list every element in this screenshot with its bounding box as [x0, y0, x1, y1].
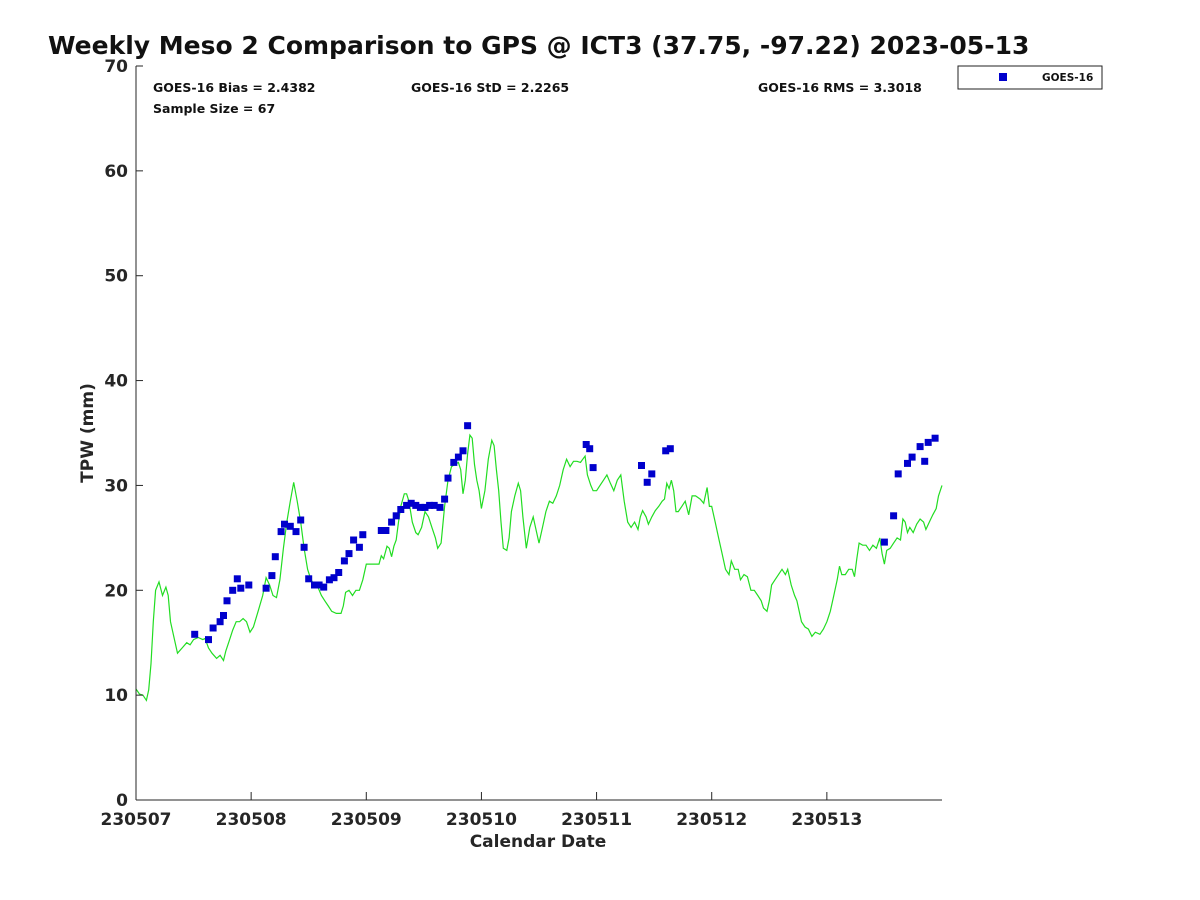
goes16-data-point: [191, 630, 199, 638]
y-tick-label: 60: [104, 162, 128, 182]
goes16-data-point: [436, 503, 444, 511]
goes16-data-point: [397, 506, 405, 513]
x-tick-label: 230508: [216, 810, 287, 830]
goes16-data-point: [205, 636, 212, 644]
goes16-data-point: [441, 495, 449, 503]
goes16-data-point: [924, 438, 932, 446]
goes16-data-point: [894, 470, 902, 478]
goes16-data-point: [277, 528, 285, 536]
goes16-data-point: [233, 575, 241, 583]
goes16-data-point: [638, 462, 645, 469]
goes16-data-point: [589, 464, 597, 472]
goes16-data-point: [245, 581, 253, 589]
goes16-data-point: [890, 512, 898, 520]
x-tick-label: 230511: [561, 810, 632, 830]
goes16-data-point: [648, 470, 656, 478]
y-tick-label: 70: [104, 57, 128, 77]
goes16-data-point: [359, 531, 367, 539]
legend-label: GOES-16: [1042, 72, 1093, 84]
legend: GOES-16: [957, 65, 1103, 90]
goes16-data-point: [320, 583, 328, 591]
goes16-data-point: [412, 501, 420, 509]
goes16-data-point: [315, 581, 323, 589]
goes16-data-point: [908, 453, 916, 461]
y-tick-label: 30: [104, 476, 128, 496]
goes16-data-point: [403, 501, 411, 509]
goes16-data-point: [340, 557, 348, 565]
y-tick-label: 0: [116, 791, 128, 811]
goes16-data-point: [382, 527, 390, 534]
sample-size-stat: Sample Size = 67: [153, 101, 275, 116]
goes16-data-point: [904, 459, 911, 467]
bias-stat: GOES-16 Bias = 2.4382: [153, 80, 315, 95]
goes16-data-point: [271, 553, 279, 561]
std-stat: GOES-16 StD = 2.2265: [411, 80, 569, 95]
goes16-data-point: [281, 520, 288, 528]
gps-tpw-line: [135, 433, 943, 702]
goes16-data-point: [464, 422, 472, 430]
goes16-data-point: [416, 503, 424, 511]
axes: 0 10 20 30 40 50 60 70 230507 230508 230509 230510 2…: [101, 57, 942, 830]
goes16-data-point: [407, 499, 415, 507]
goes16-data-point: [345, 550, 353, 558]
x-tick-label: 230512: [676, 810, 747, 830]
x-tick-label: 230510: [446, 810, 517, 830]
x-tick-label: 230507: [101, 810, 172, 830]
goes16-data-point: [268, 572, 276, 580]
y-tick-label: 40: [104, 372, 128, 392]
goes16-data-point: [444, 474, 452, 482]
goes16-data-point: [643, 478, 651, 486]
goes16-data-point: [300, 543, 308, 551]
legend-marker-icon: [999, 73, 1007, 81]
goes16-data-point: [662, 447, 670, 455]
goes16-data-point: [297, 516, 305, 524]
x-tick-label: 230513: [791, 810, 862, 830]
x-axis-label: Calendar Date: [470, 832, 607, 852]
goes16-data-point: [430, 501, 438, 509]
legend-box: [957, 65, 1103, 90]
rms-stat: GOES-16 RMS = 3.3018: [758, 80, 922, 95]
goes16-data-point: [388, 518, 396, 526]
goes16-data-point: [335, 569, 343, 576]
goes16-data-point: [426, 501, 434, 509]
goes16-data-point: [931, 434, 939, 442]
goes16-data-point: [229, 586, 237, 594]
goes16-data-point: [586, 445, 594, 453]
y-tick-label: 20: [104, 581, 128, 601]
goes16-data-point: [292, 528, 300, 536]
y-tick-label: 10: [104, 686, 128, 706]
goes16-data-point: [305, 575, 313, 583]
y-tick-label: 50: [104, 267, 128, 287]
goes16-data-point: [582, 441, 590, 448]
gps-line: [135, 433, 943, 702]
goes16-data-point: [880, 538, 888, 546]
goes16-data-point: [325, 576, 333, 584]
goes16-data-point: [237, 584, 245, 592]
y-axis-label: TPW (mm): [78, 383, 98, 483]
goes16-data-point: [392, 512, 400, 520]
goes16-data-point: [916, 443, 924, 451]
chart-title: Weekly Meso 2 Comparison to GPS @ ICT3 (…: [48, 31, 1029, 60]
goes16-data-point: [666, 445, 674, 453]
goes16-data-point: [459, 447, 467, 455]
goes16-data-point: [421, 503, 429, 511]
goes16-data-point: [262, 584, 270, 592]
goes16-data-point: [311, 581, 318, 589]
goes-markers: [191, 422, 939, 644]
goes16-data-point: [216, 618, 224, 626]
goes16-data-point: [355, 543, 363, 551]
goes16-data-point: [286, 522, 294, 530]
goes16-data-point: [223, 597, 231, 605]
goes16-data-point: [330, 574, 338, 582]
x-tick-label: 230509: [331, 810, 402, 830]
goes16-data-point: [921, 457, 929, 465]
goes16-data-point: [350, 536, 358, 544]
goes16-data-point: [220, 612, 227, 619]
goes16-data-point: [377, 527, 385, 534]
goes16-data-point: [450, 458, 458, 466]
goes16-data-point: [454, 453, 462, 461]
goes16-data-point: [209, 624, 217, 632]
